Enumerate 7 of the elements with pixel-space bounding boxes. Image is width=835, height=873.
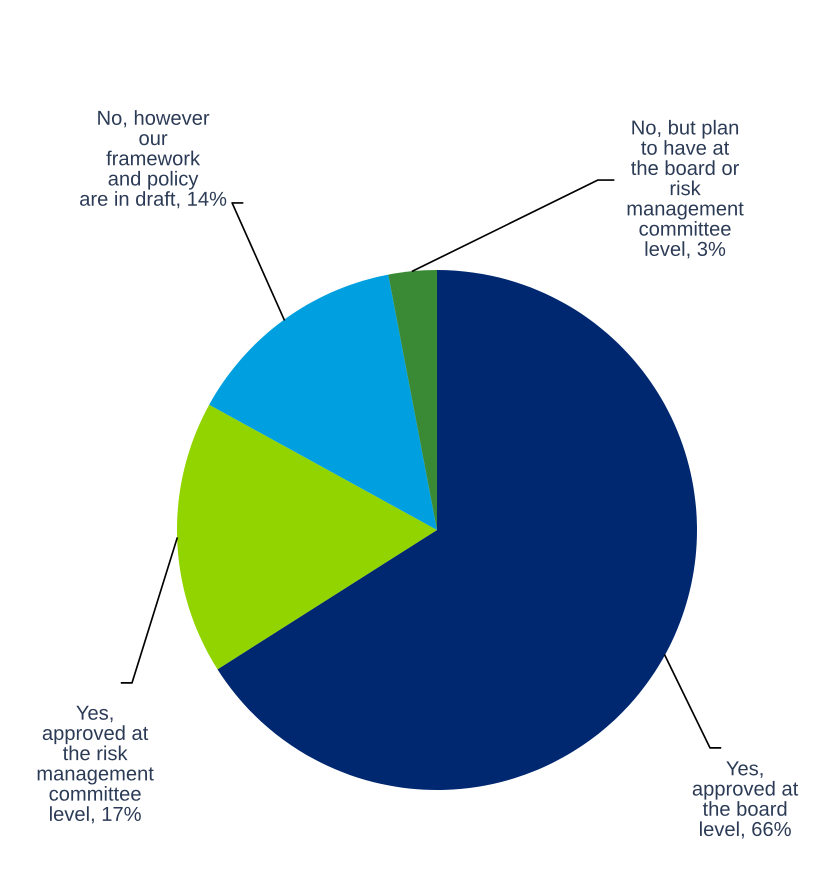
slice-label: No, however our framework and policy are in draft, 14% bbox=[80, 110, 226, 208]
slice-label: Yes, approved at the risk management committee level, 17% bbox=[38, 706, 154, 824]
pie-slice bbox=[177, 404, 437, 670]
slice-label: No, but plan to have at the board or risk management committee level, 3% bbox=[628, 120, 744, 258]
slice-label: Yes, approved at the board level, 66% bbox=[692, 761, 798, 839]
pie-slice bbox=[388, 270, 437, 530]
pie-slice bbox=[209, 274, 437, 530]
